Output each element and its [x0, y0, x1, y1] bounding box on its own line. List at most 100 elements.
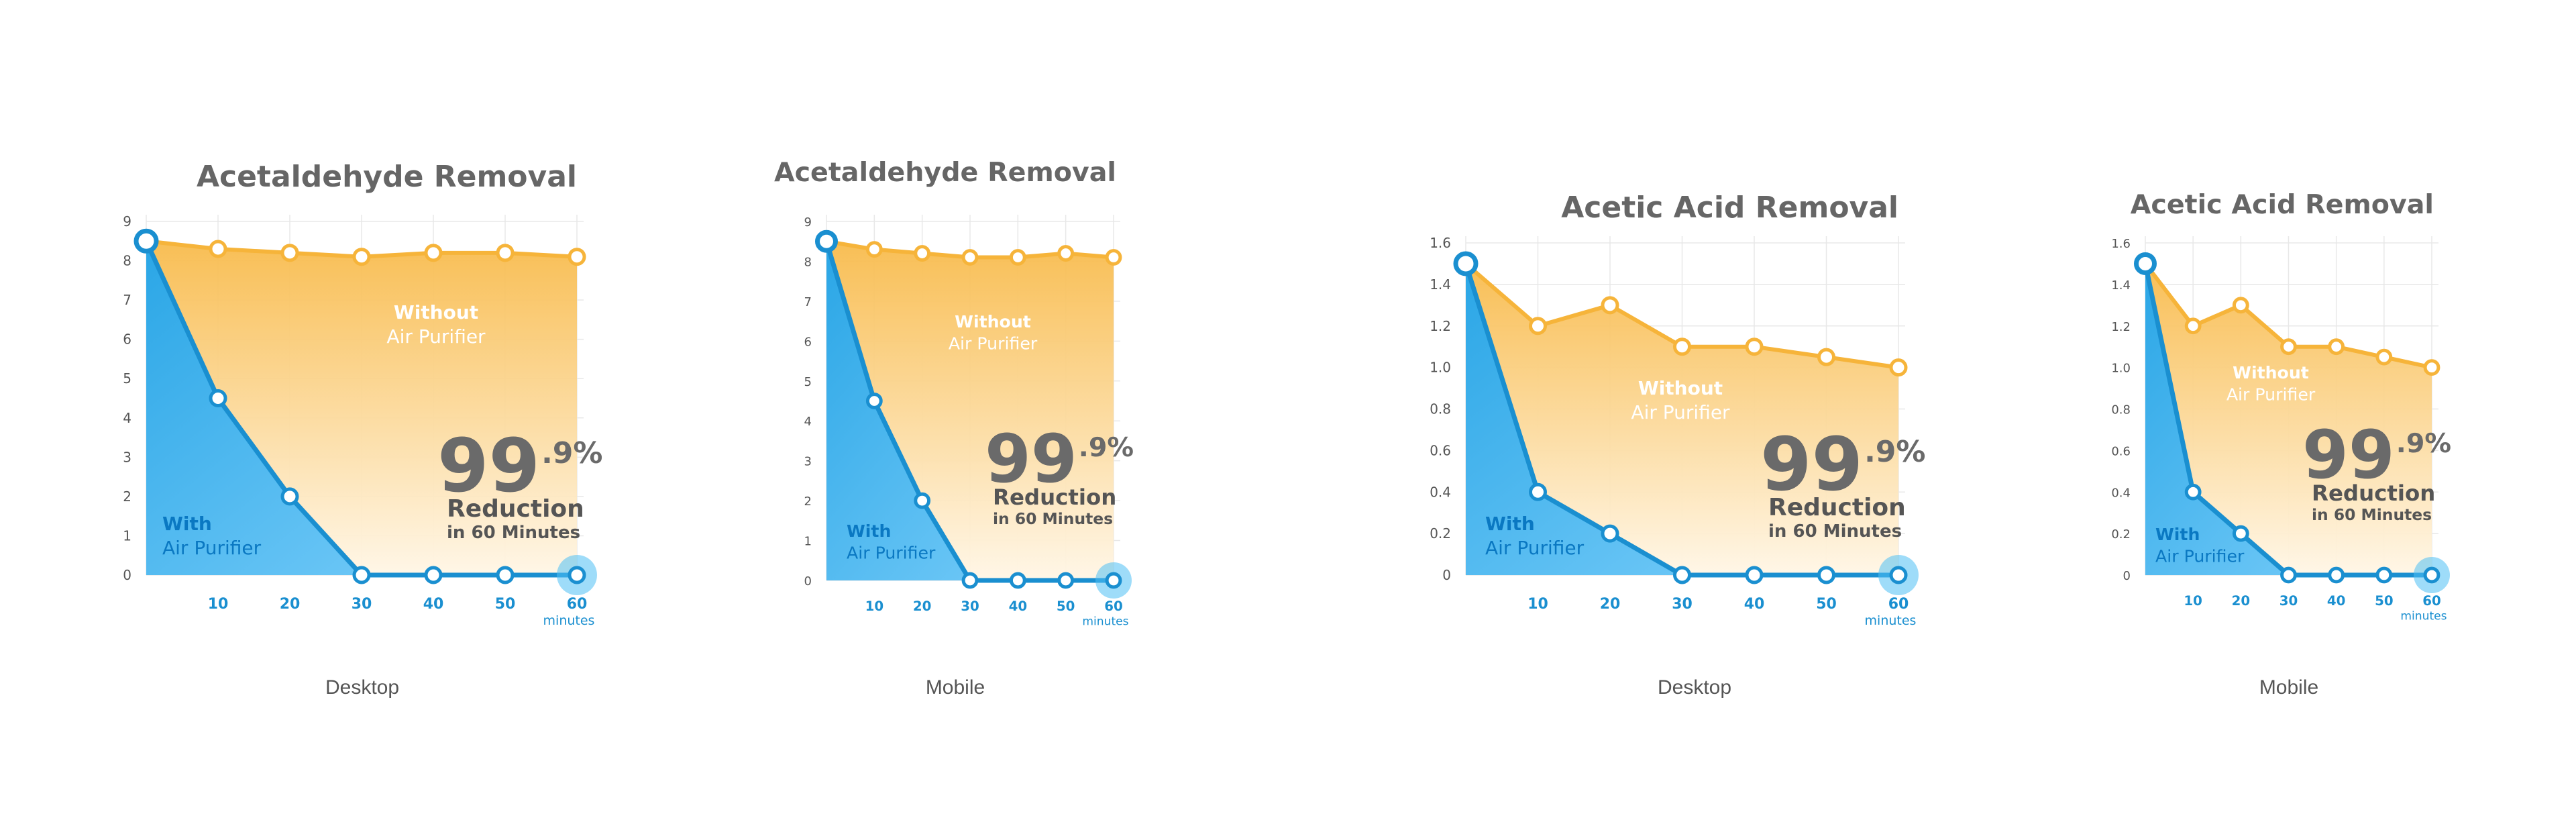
without-point: [1105, 249, 1122, 266]
y-tick-label: 7: [804, 295, 812, 309]
y-tick-label: 1.2: [2111, 320, 2131, 334]
with-point: [1817, 566, 1835, 584]
with-area: [2145, 263, 2432, 575]
y-tick-label: 9: [123, 213, 131, 229]
with-label: Air Purifier: [162, 537, 262, 559]
without-point: [1529, 317, 1547, 336]
chart-title: Acetic Acid Removal: [2131, 189, 2434, 220]
without-point: [1889, 358, 1908, 377]
y-tick-label: 1.6: [2111, 237, 2131, 251]
x-axis-unit: minutes: [2400, 610, 2447, 623]
chart-4: 0 0.2 0.4 0.6 0.8 1.0 1.2 1.4 1.6 10 20 30 40 50 60min…: [2111, 189, 2451, 623]
chart-3: 0 0.2 0.4 0.6 0.8 1.0 1.2 1.4 1.6 10 20 30 40 50 60min…: [1430, 191, 1925, 628]
stat-line2: in 60 Minutes: [2312, 505, 2432, 524]
y-tick-label: 1: [804, 535, 812, 549]
y-tick-label: 6: [804, 335, 812, 349]
x-axis-unit: minutes: [1082, 615, 1128, 629]
stat-value: 99: [437, 423, 540, 509]
with-point: [1673, 566, 1691, 584]
y-tick-label: 0: [804, 574, 812, 588]
without-area: [1466, 263, 1898, 575]
x-tick-label: 50: [495, 596, 516, 613]
with-label: Air Purifier: [2155, 546, 2245, 566]
x-tick-label: 20: [1600, 596, 1621, 613]
y-tick-label: 0.6: [1430, 442, 1451, 458]
with-point: [2232, 525, 2249, 542]
chart-title: Acetic Acid Removal: [1561, 191, 1898, 225]
stat-line1: Reduction: [1768, 494, 1906, 521]
with-label-bold: With: [847, 521, 891, 541]
with-label-bold: With: [162, 513, 212, 535]
without-point: [1601, 296, 1619, 315]
with-point: [1105, 572, 1122, 589]
y-tick-label: 1.6: [1430, 235, 1451, 251]
with-point: [496, 566, 515, 584]
y-tick-label: 2: [804, 495, 812, 509]
without-label-bold: Without: [1638, 377, 1723, 399]
y-tick-label: 0.8: [1430, 401, 1451, 417]
without-point: [2232, 297, 2249, 314]
x-axis-unit: minutes: [1865, 613, 1917, 628]
x-tick-label: 60: [1104, 599, 1123, 614]
without-point: [865, 241, 883, 258]
y-tick-label: 0.2: [1430, 525, 1451, 542]
x-tick-label: 30: [352, 596, 372, 613]
stat-line2: in 60 Minutes: [447, 523, 580, 543]
with-area: [146, 241, 577, 575]
y-tick-label: 2: [123, 488, 131, 505]
with-point: [568, 566, 586, 584]
x-tick-label: 40: [1744, 596, 1765, 613]
without-area: [2145, 263, 2432, 575]
with-label: Air Purifier: [1485, 537, 1585, 559]
x-tick-label: 10: [865, 599, 884, 614]
with-point: [914, 492, 931, 509]
x-tick-label: 50: [2375, 593, 2394, 609]
with-area: [826, 241, 1114, 580]
y-tick-label: 0.8: [2111, 403, 2131, 417]
without-point: [1057, 245, 1075, 262]
x-tick-label: 10: [208, 596, 229, 613]
y-tick-label: 1.4: [2111, 278, 2131, 293]
y-tick-label: 0: [2123, 569, 2131, 583]
device-caption: Mobile: [925, 676, 985, 699]
with-point: [424, 566, 443, 584]
with-point: [2184, 483, 2202, 501]
with-point: [1057, 572, 1075, 589]
without-label: Air Purifier: [2226, 384, 2316, 404]
y-tick-label: 0.4: [2111, 486, 2131, 500]
device-caption: Desktop: [1657, 676, 1732, 699]
y-tick-label: 7: [123, 292, 131, 308]
stat-value: 99: [985, 421, 1077, 498]
y-tick-label: 3: [123, 449, 131, 465]
with-point: [133, 228, 159, 254]
device-caption: Mobile: [2259, 676, 2319, 699]
y-tick-label: 1.2: [1430, 318, 1451, 334]
without-point: [961, 249, 979, 266]
x-tick-label: 40: [423, 596, 444, 613]
with-point: [2328, 566, 2345, 584]
y-tick-label: 0.4: [1430, 484, 1451, 500]
stat-suffix: .9%: [1079, 432, 1134, 463]
with-point: [209, 389, 227, 407]
without-point: [2375, 348, 2393, 366]
y-tick-label: 4: [804, 415, 812, 429]
with-point: [2134, 252, 2157, 275]
y-tick-label: 0.2: [2111, 527, 2131, 542]
stat-suffix: .9%: [541, 436, 602, 470]
without-point: [568, 248, 586, 266]
device-caption: Desktop: [325, 676, 400, 699]
without-point: [352, 248, 371, 266]
x-tick-label: 40: [1009, 599, 1028, 614]
y-tick-label: 0: [1442, 567, 1451, 583]
x-tick-label: 60: [1888, 596, 1909, 613]
with-point: [815, 229, 838, 253]
x-tick-label: 60: [2422, 593, 2441, 609]
stat-line2: in 60 Minutes: [993, 509, 1113, 528]
y-tick-label: 8: [804, 255, 812, 269]
with-point: [961, 572, 979, 589]
without-label: Air Purifier: [1631, 401, 1730, 423]
x-tick-label: 30: [2279, 593, 2298, 609]
